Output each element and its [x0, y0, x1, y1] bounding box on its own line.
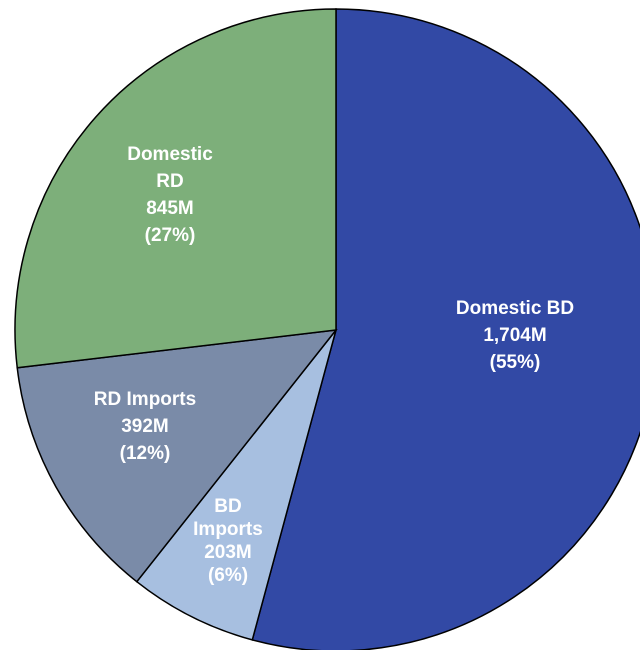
value-label: 845M	[146, 198, 194, 219]
pie-slice	[14, 8, 337, 369]
percent-label: (12%)	[120, 443, 171, 464]
category-label: Domestic RD	[127, 144, 213, 192]
value-label: 1,704M	[483, 325, 546, 346]
pie-slice	[135, 329, 337, 641]
pie-slice	[16, 329, 338, 583]
value-label: 203M	[204, 542, 252, 563]
pie-slice	[251, 8, 640, 650]
percent-label: (27%)	[145, 225, 196, 246]
percent-label: (6%)	[208, 565, 248, 586]
percent-label: (55%)	[490, 352, 541, 373]
slice-label: RD Imports 392M (12%)	[94, 389, 196, 464]
slice-label: Domestic BD 1,704M (55%)	[456, 298, 574, 373]
value-label: 392M	[121, 416, 169, 437]
category-label: BD Imports	[193, 496, 263, 540]
category-label: Domestic BD	[456, 298, 574, 319]
slice-label: Domestic RD 845M (27%)	[127, 144, 213, 246]
category-label: RD Imports	[94, 389, 196, 410]
